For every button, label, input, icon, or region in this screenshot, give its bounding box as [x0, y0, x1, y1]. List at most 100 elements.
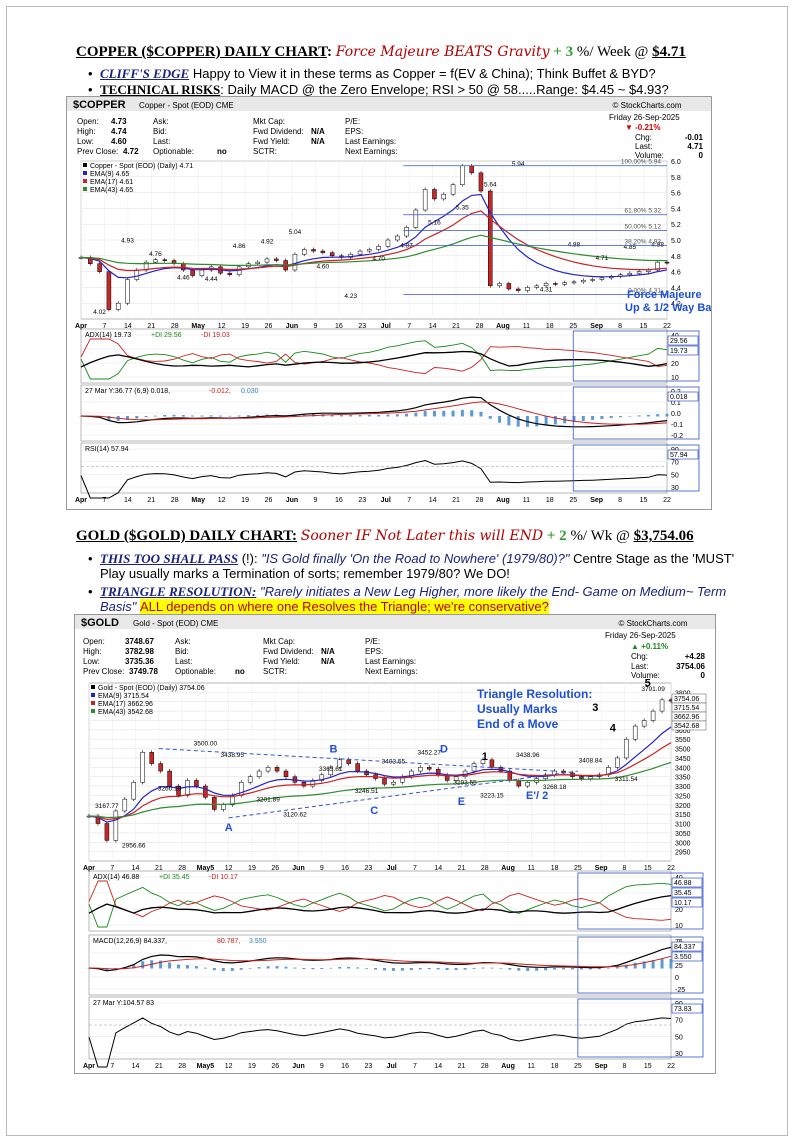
gold-adx-value-box	[671, 887, 703, 898]
gold-triangle-upper	[158, 748, 555, 772]
gold-site: © StockCharts.com	[618, 619, 687, 628]
copper-rsi-value-box	[667, 449, 699, 460]
gold-price-panel: 3800375037003650360035503500345034003350…	[86, 678, 707, 862]
gold-adx-value-box	[671, 897, 703, 908]
copper-macd-hist-bar	[498, 416, 502, 423]
gold-x-tick-label: 21	[155, 865, 163, 872]
copper-macd-hist-bar	[553, 416, 557, 425]
copper-adx-value: 29.56	[670, 338, 688, 345]
copper-last: Last:	[153, 137, 170, 146]
copper-heading-change: + 3	[553, 44, 574, 60]
gold-x-tick-label: Sep	[595, 1063, 608, 1070]
gold-macd-hist-bar	[284, 966, 288, 969]
copper-macd-hist-bar	[451, 410, 455, 417]
copper-fib-label: 50.00% 5.12	[624, 224, 661, 231]
copper-x-tick-label: Jul	[381, 323, 391, 330]
gold-candle-body	[453, 776, 459, 781]
copper-x-axis: Apr 7 14 21 28 May 12 19 26 Jun 9 16 23 Jul 7 14 21 28 Aug…	[75, 323, 671, 504]
copper-candle-body	[422, 189, 428, 211]
copper-adx-label: ADX(14) 19.73	[85, 332, 131, 339]
gold-macd-hist-bar	[374, 968, 378, 970]
copper-macd-hist-bar	[405, 413, 409, 417]
gold-macd-hist-bar	[221, 968, 225, 972]
copper-macd-hist-bar	[181, 415, 185, 417]
gold-candle-body	[615, 757, 620, 768]
copper-candle-body	[311, 249, 316, 252]
gold-x-tick-label: Sep	[595, 865, 608, 872]
gold-price-label: 3500.00	[194, 741, 218, 748]
copper-heading-price: $4.71	[652, 44, 686, 60]
copper-x-tick-label: 9	[313, 497, 317, 504]
copper-macd-hist-bar	[339, 414, 343, 417]
gold-macd-v3: 3.550	[249, 938, 267, 945]
copper-x-tick-label: 21	[452, 497, 460, 504]
gold-macd-hist-bar	[642, 961, 646, 969]
copper-price-label: 4.85	[623, 244, 636, 251]
copper-annotation-2: Up & 1/2 Way Back	[625, 302, 711, 314]
copper-macd-hist-bar	[628, 416, 632, 417]
gold-wave-label: B	[329, 743, 337, 755]
copper-macd-hist-bar	[665, 413, 669, 417]
gold-candle-body	[203, 785, 208, 798]
gold-macd-hist-bar	[588, 968, 592, 970]
gold-macd-hist-bar	[266, 966, 270, 969]
copper-candle-body	[357, 250, 363, 255]
gold-symbol: $GOLD	[81, 617, 119, 629]
copper-fib-label: 0.00% 4.31	[628, 288, 661, 295]
copper-y-tick-label: 5.6	[671, 191, 681, 198]
gold-candle-body	[632, 725, 638, 740]
gold-adx-value: 35.45	[674, 890, 692, 897]
gold-x-tick-label: 18	[551, 865, 559, 872]
gold-legend-swatch	[91, 709, 95, 713]
gold-bid: Bid:	[175, 647, 189, 656]
copper-price-label: 4.02	[93, 309, 106, 316]
copper-x-tick-label: 15	[640, 497, 648, 504]
copper-candle-body	[115, 302, 121, 310]
gold-macd-hist-bar	[472, 968, 476, 969]
copper-x-tick-label: Sep	[590, 497, 603, 504]
copper-x-tick-label: 18	[546, 323, 554, 330]
copper-x-tick-label: 23	[358, 497, 366, 504]
gold-macd-hist-bar	[257, 967, 261, 969]
gold-candle-body	[355, 763, 360, 772]
copper-adx-line	[80, 350, 668, 368]
gold-candle-body	[418, 767, 423, 772]
gold-y-tick-label: 3150	[675, 812, 691, 819]
copper-macd-hist-bar	[200, 415, 204, 417]
copper-candle-body	[292, 253, 298, 271]
copper-pct-change: ▼ -0.21%	[625, 123, 661, 132]
copper-x-tick-label: 25	[569, 497, 577, 504]
gold-wave-label: 5	[645, 678, 651, 690]
gold-pct-change: ▲ +0.11%	[631, 642, 668, 651]
gold-macd-hist-bar	[508, 968, 512, 970]
gold-macd-hist-bar	[651, 960, 655, 969]
copper-candle-body	[274, 258, 279, 261]
copper-x-tick-label: Aug	[496, 323, 510, 330]
gold-open-label: Open:	[83, 637, 105, 646]
gold-candle-body	[274, 767, 280, 772]
copper-x-tick-label: Jul	[381, 497, 391, 504]
gold-x-tick-label: 7	[110, 1063, 114, 1070]
gold-x-tick-label: 23	[364, 1063, 372, 1070]
gold-bullet-1-mark: (!):	[238, 551, 258, 566]
copper-adx-area	[80, 328, 668, 384]
copper-y-tick-label: 4.8	[671, 254, 681, 261]
gold-vol: 0	[701, 671, 706, 680]
gold-right-box-label: 3542.68	[674, 723, 699, 730]
copper-y-tick-label: 4.2	[671, 301, 681, 308]
copper-price-panel: 6.0 5.8 5.6 5.4 5.2 5.0 4.8 4.6 4.4 4.2 Copper - S…	[78, 159, 681, 320]
copper-price-label: 4.44	[205, 276, 218, 283]
copper-candle-body	[329, 252, 335, 257]
copper-fib-label: 100.00% 5.94	[621, 159, 662, 166]
gold-x-tick-label: Jul	[387, 865, 397, 872]
copper-legend-swatch	[83, 163, 87, 167]
gold-y-tick-label: 3450	[675, 756, 691, 763]
gold-next-earn: Next Earnings:	[365, 667, 417, 676]
copper-x-tick-label: 14	[124, 497, 132, 504]
gold-macd-hist-bar	[320, 968, 324, 970]
copper-legend-swatch	[83, 187, 87, 191]
copper-macd-hist-bar	[191, 415, 195, 417]
gold-rsi-tick: 70	[675, 1018, 683, 1025]
gold-candle-body	[301, 782, 307, 787]
